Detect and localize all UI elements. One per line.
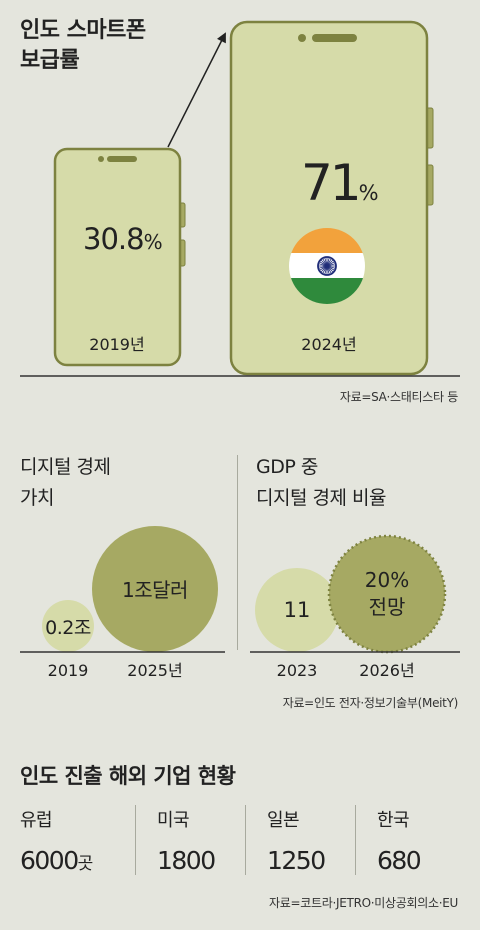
year-label-2023: 2023 [277,661,318,680]
source-note-companies: 자료=코트라·JETRO·미상공회의소·EU [269,896,458,910]
source-note-smartphone: 자료=SA·스태티스타 등 [339,390,458,404]
value-2019: 30.8 [83,222,144,256]
count-unit: 곳 [77,854,94,874]
gdp-share-title: GDP 중 디지털 경제 비율 [256,452,386,514]
year-label-2026: 2026년 [359,661,414,680]
bubble-2019-small [42,600,94,652]
phone-2019-camera [98,156,104,162]
company-count: 6000곳 [20,846,93,875]
digital-value-title-line2: 가치 [20,487,54,509]
gdp-share-title-line1: GDP 중 [256,456,318,478]
company-count: 1800 [157,846,216,875]
count-value: 6000 [20,846,79,875]
column-divider [135,805,136,875]
bubble-2026 [329,536,445,652]
digital-value-title-line1: 디지털 경제 [20,456,111,478]
country-name: 일본 [267,810,300,831]
company-count: 1250 [267,846,326,875]
digital-economy-charts: 0.2조 1조달러 11 20% 전망 2019 2025년 2023 2026… [20,526,460,680]
phone-2024: 71% 2024년 [229,20,434,376]
bubble-2023-label: 11 [284,598,311,622]
phone-2019: 30.8% 2019년 [53,147,186,367]
country-name: 미국 [157,810,190,831]
phone-2019-speaker [107,156,137,162]
digital-value-title: 디지털 경제 가치 [20,452,111,514]
value-label-2019: 30.8% [83,222,162,256]
phone-2019-body [53,147,182,367]
bubble-2023 [255,568,339,652]
smartphone-chart: 30.8% 2019년 71% 2024년 [20,20,460,377]
company-count: 680 [377,846,422,875]
smartphone-title: 인도 스마트폰 보급률 [20,16,146,76]
gdp-share-title-line2: 디지털 경제 비율 [256,487,386,509]
unit-2019: % [144,230,162,254]
year-label-2019: 2019 [48,661,89,680]
country-col-usa: 미국 1800 [157,806,216,875]
value-2024: 71 [301,154,359,212]
bubble-2026-label-line2: 전망 [369,595,406,619]
section-divider [237,455,238,650]
country-name: 유럽 [20,810,53,831]
year-label-2024: 2024년 [301,335,356,354]
country-col-japan: 일본 1250 [267,806,326,875]
value-label-2024: 71% [301,154,379,212]
year-label-2019: 2019년 [89,335,144,354]
phone-2024-camera [298,34,306,42]
bubble-2019 [92,526,218,652]
india-flag-icon [289,228,365,304]
bubble-2025-label: 1조달러 [122,578,188,602]
country-name: 한국 [377,810,410,831]
smartphone-title-line2: 보급률 [20,48,80,73]
year-label-2025: 2025년 [127,661,182,680]
bubble-2026-label-line1: 20% [365,568,409,592]
column-divider [245,805,246,875]
phone-2024-speaker [312,34,357,42]
country-col-korea: 한국 680 [377,806,422,875]
source-note-digital: 자료=인도 전자·정보기술부(MeitY) [282,696,459,710]
unit-2024: % [359,181,379,205]
column-divider [355,805,356,875]
country-col-europe: 유럽 6000곳 [20,806,93,875]
smartphone-title-line1: 인도 스마트폰 [20,18,146,43]
foreign-companies-title: 인도 진출 해외 기업 현황 [20,764,236,788]
phone-2024-body [229,20,429,376]
bubble-2019-label: 0.2조 [45,617,91,639]
growth-arrow [167,32,226,148]
